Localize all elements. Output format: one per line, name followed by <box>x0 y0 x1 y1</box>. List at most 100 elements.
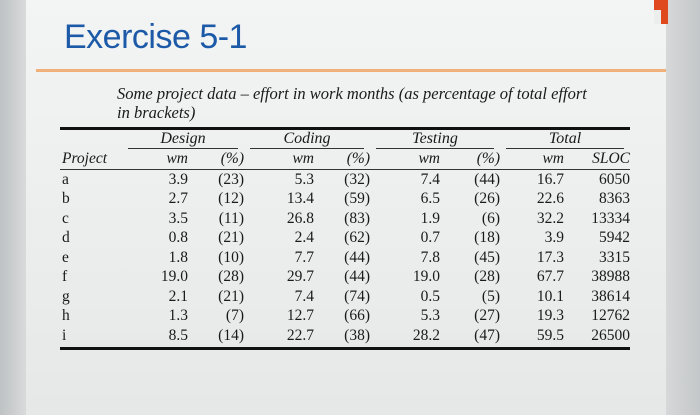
col-coding-wm: wm <box>244 149 314 170</box>
value-cell: (23) <box>218 170 244 188</box>
value-cell: 2.7 <box>168 190 188 208</box>
project-id-cell: c <box>62 209 69 227</box>
value-cell: 19.3 <box>536 307 564 325</box>
table-row: h 1.3 (7) 12.7 (66) 5.3 (27) 19.3 12762 <box>60 307 630 327</box>
col-total-sloc: SLOC <box>564 149 630 170</box>
value-cell: (44) <box>344 268 370 286</box>
col-design-pct: (%) <box>188 149 244 170</box>
value-cell: 6.5 <box>420 190 440 208</box>
table-row: f 19.0 (28) 29.7 (44) 19.0 (28) 67.7 38988 <box>60 268 630 288</box>
value-cell: 0.5 <box>420 287 440 305</box>
value-cell: 7.7 <box>294 248 314 266</box>
value-cell: (83) <box>344 209 370 227</box>
group-header-row: Design Coding Testing Total <box>60 130 630 150</box>
value-cell: 13334 <box>591 209 630 227</box>
value-cell: 26.8 <box>286 209 314 227</box>
value-cell: 13.4 <box>286 190 314 208</box>
value-cell: 7.4 <box>420 170 440 188</box>
value-cell: 2.1 <box>168 287 188 305</box>
value-cell: (7) <box>225 307 244 325</box>
value-cell: (62) <box>344 229 370 247</box>
project-id-cell: g <box>62 287 70 305</box>
value-cell: 0.8 <box>168 229 188 247</box>
value-cell: (12) <box>218 190 244 208</box>
background-right <box>666 0 700 415</box>
value-cell: (14) <box>218 326 244 344</box>
value-cell: 12762 <box>591 307 630 325</box>
value-cell: 19.0 <box>160 268 188 286</box>
value-cell: 1.9 <box>420 209 440 227</box>
value-cell: (28) <box>218 268 244 286</box>
value-cell: (47) <box>474 326 500 344</box>
value-cell: (10) <box>218 248 244 266</box>
value-cell: 26500 <box>591 326 630 344</box>
value-cell: (28) <box>474 268 500 286</box>
value-cell: 22.7 <box>286 326 314 344</box>
project-id-cell: f <box>62 268 68 286</box>
value-cell: 38614 <box>591 287 630 305</box>
value-cell: 8363 <box>599 190 630 208</box>
project-id-cell: e <box>62 248 69 266</box>
value-cell: (6) <box>481 209 500 227</box>
group-testing: Testing <box>370 130 500 150</box>
value-cell: 10.1 <box>536 287 564 305</box>
value-cell: (44) <box>344 248 370 266</box>
table-caption: Some project data – effort in work month… <box>117 84 587 122</box>
project-id-cell: d <box>62 229 70 247</box>
value-cell: 1.8 <box>168 248 188 266</box>
value-cell: (38) <box>344 326 370 344</box>
value-cell: (26) <box>474 190 500 208</box>
value-cell: 6050 <box>599 170 630 188</box>
project-id-cell: h <box>62 307 70 325</box>
value-cell: 59.5 <box>536 326 564 344</box>
value-cell: (21) <box>218 287 244 305</box>
value-cell: 22.6 <box>536 190 564 208</box>
table-row: g 2.1 (21) 7.4 (74) 0.5 (5) 10.1 38614 <box>60 287 630 307</box>
value-cell: 28.2 <box>412 326 440 344</box>
value-cell: (11) <box>218 209 244 227</box>
value-cell: (21) <box>218 229 244 247</box>
table-row: a 3.9 (23) 5.3 (32) 7.4 (44) 16.7 6050 <box>60 170 630 190</box>
value-cell: (59) <box>344 190 370 208</box>
title-divider <box>36 69 666 72</box>
col-project: Project <box>60 149 122 170</box>
project-data-table: Design Coding Testing Total Project wm (… <box>60 127 630 350</box>
col-testing-pct: (%) <box>440 149 500 170</box>
value-cell: (27) <box>474 307 500 325</box>
table-row: b 2.7 (12) 13.4 (59) 6.5 (26) 22.6 8363 <box>60 190 630 210</box>
table-row: d 0.8 (21) 2.4 (62) 0.7 (18) 3.9 5942 <box>60 229 630 249</box>
column-header-row: Project wm (%) wm (%) wm (%) wm SLOC <box>60 149 630 170</box>
col-testing-wm: wm <box>370 149 440 170</box>
value-cell: 1.3 <box>168 307 188 325</box>
background-left <box>0 0 26 415</box>
group-design: Design <box>122 130 244 150</box>
value-cell: 32.2 <box>536 209 564 227</box>
value-cell: 2.4 <box>294 229 314 247</box>
value-cell: (5) <box>481 287 500 305</box>
value-cell: 5.3 <box>420 307 440 325</box>
value-cell: 67.7 <box>536 268 564 286</box>
table-row: i 8.5 (14) 22.7 (38) 28.2 (47) 59.5 26500 <box>60 326 630 346</box>
table-top-rule <box>60 127 630 130</box>
value-cell: 16.7 <box>536 170 564 188</box>
value-cell: (18) <box>474 229 500 247</box>
value-cell: 29.7 <box>286 268 314 286</box>
value-cell: 0.7 <box>420 229 440 247</box>
value-cell: 5.3 <box>294 170 314 188</box>
value-cell: 3.9 <box>544 229 564 247</box>
project-id-cell: b <box>62 190 70 208</box>
col-coding-pct: (%) <box>314 149 370 170</box>
project-id-cell: i <box>62 326 67 344</box>
value-cell: (44) <box>474 170 500 188</box>
value-cell: 7.4 <box>294 287 314 305</box>
value-cell: 3.9 <box>168 170 188 188</box>
group-total: Total <box>500 130 630 150</box>
value-cell: 7.8 <box>420 248 440 266</box>
col-design-wm: wm <box>122 149 188 170</box>
value-cell: 3.5 <box>168 209 188 227</box>
project-id-cell: a <box>62 170 69 188</box>
value-cell: 5942 <box>599 229 630 247</box>
col-total-wm: wm <box>500 149 564 170</box>
value-cell: (45) <box>474 248 500 266</box>
value-cell: 3315 <box>599 248 630 266</box>
